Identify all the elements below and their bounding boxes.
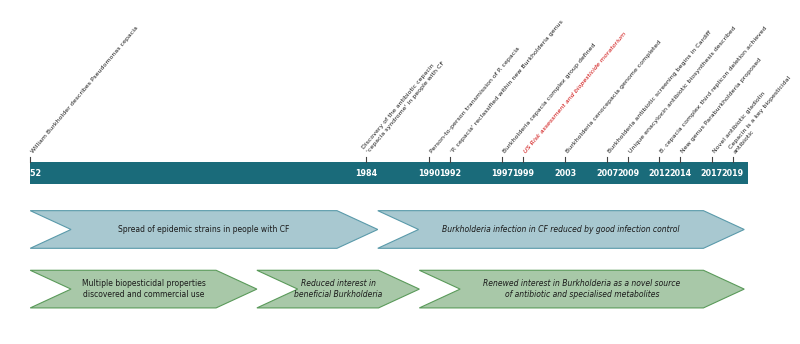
Text: Unique enacyloxin antibiotic biosynthesis described: Unique enacyloxin antibiotic biosynthesi… (628, 25, 737, 154)
Text: Multiple biopesticidal properties
discovered and commercial use: Multiple biopesticidal properties discov… (82, 279, 206, 299)
Polygon shape (257, 270, 419, 308)
Polygon shape (30, 270, 257, 308)
Text: 1952: 1952 (19, 169, 42, 178)
Text: Person-to-person transmission of P. cepacia: Person-to-person transmission of P. cepa… (429, 46, 521, 154)
Text: 2014: 2014 (670, 169, 691, 178)
Text: Renewed interest in Burkholderia as a novel source
of antibiotic and specialised: Renewed interest in Burkholderia as a no… (483, 279, 681, 299)
Text: Discovery of the antibiotic cepacin
'cepacia syndrome' in people with CF: Discovery of the antibiotic cepacin 'cep… (362, 57, 446, 154)
FancyBboxPatch shape (30, 162, 748, 184)
Text: 1999: 1999 (512, 169, 534, 178)
Text: 2012: 2012 (648, 169, 670, 178)
Text: 2017: 2017 (701, 169, 723, 178)
Text: Spread of epidemic strains in people with CF: Spread of epidemic strains in people wit… (118, 225, 290, 234)
Text: 1997: 1997 (491, 169, 513, 178)
Text: New genus Paraburkholderia proposed: New genus Paraburkholderia proposed (681, 57, 762, 154)
Text: 1984: 1984 (354, 169, 377, 178)
Text: 2007: 2007 (596, 169, 618, 178)
Text: Burkholderia antibiotic screening begins in Cardiff: Burkholderia antibiotic screening begins… (607, 30, 712, 154)
Text: B. cepacia complex third replicon deletion achieved: B. cepacia complex third replicon deleti… (659, 25, 769, 154)
Polygon shape (378, 211, 744, 248)
Polygon shape (30, 211, 378, 248)
Text: Novel antibiotic gladiolin: Novel antibiotic gladiolin (712, 91, 766, 154)
Text: Reduced interest in
beneficial Burkholderia: Reduced interest in beneficial Burkholde… (294, 279, 382, 299)
Polygon shape (739, 162, 748, 184)
Text: Burkholderia infection in CF reduced by good infection control: Burkholderia infection in CF reduced by … (442, 225, 680, 234)
Polygon shape (419, 270, 744, 308)
Text: William Burkholder describes Pseudomonas cepacia: William Burkholder describes Pseudomonas… (30, 25, 139, 154)
Text: 2009: 2009 (617, 169, 639, 178)
Text: 2003: 2003 (554, 169, 576, 178)
Text: Burkholderia cenocepacia genome completed: Burkholderia cenocepacia genome complete… (565, 40, 662, 154)
Text: 2019: 2019 (722, 169, 744, 178)
Text: 1990: 1990 (418, 169, 440, 178)
Text: Burkholderia cepacia complex group defined: Burkholderia cepacia complex group defin… (502, 43, 597, 154)
Text: 'P. cepacia' reclassified within new Burkholderia genus: 'P. cepacia' reclassified within new Bur… (450, 19, 564, 154)
Text: US Risk assessment and biopesticide moratorium: US Risk assessment and biopesticide mora… (523, 31, 627, 154)
Text: Cepacin is a key biopesticidal
antibiotic: Cepacin is a key biopesticidal antibioti… (728, 76, 797, 154)
Text: 1992: 1992 (438, 169, 461, 178)
